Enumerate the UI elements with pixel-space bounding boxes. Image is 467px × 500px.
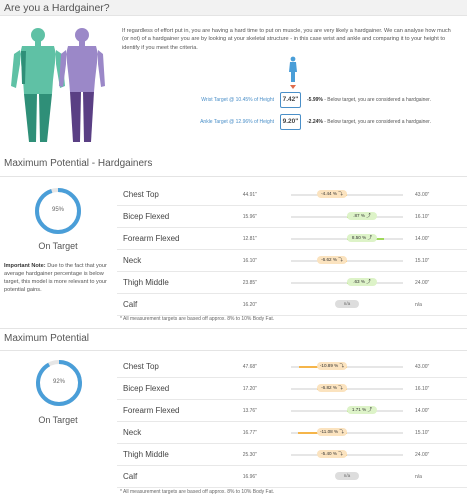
divider bbox=[0, 176, 467, 177]
measurement-row-calf: Calf 16.96" n/a n/a bbox=[117, 466, 467, 488]
measurement-name: Thigh Middle bbox=[123, 450, 169, 459]
measurement-row-forearm-flexed: Forearm Flexed 13.76" 1.71 % ⤴ 14.00" bbox=[117, 400, 467, 422]
difference-badge: -4.44 % ⤵ bbox=[317, 190, 347, 198]
hardgainer-measurements: Chest Top 44.91" -4.44 % ⤵ 43.00" Bicep Flex… bbox=[117, 184, 467, 316]
measurement-target: 16.10" bbox=[415, 386, 430, 392]
measurement-row-neck: Neck 16.10" -6.62 % ⤵ 15.10" bbox=[117, 250, 467, 272]
measurement-value: 17.20" bbox=[242, 386, 257, 392]
measurement-value: 16.77" bbox=[242, 430, 257, 436]
measurement-target: 15.10" bbox=[415, 430, 430, 436]
progress-track bbox=[291, 432, 403, 434]
max-potential-status: On Target bbox=[38, 415, 78, 425]
measurement-value: 47.68" bbox=[242, 364, 257, 370]
max-potential-donut-label: 92% bbox=[52, 379, 65, 385]
max-potential-donut: 92% bbox=[34, 358, 84, 408]
measurement-target: n/a bbox=[415, 302, 422, 308]
measurement-row-forearm-flexed: Forearm Flexed 12.81" 8.50 % ⤴ 14.00" bbox=[117, 228, 467, 250]
difference-badge: -11.08 % ⤵ bbox=[317, 428, 347, 436]
measurement-name: Thigh Middle bbox=[123, 278, 169, 287]
measurement-target: 14.00" bbox=[415, 236, 430, 242]
measurement-row-bicep-flexed: Bicep Flexed 17.20" -6.82 % ⤵ 16.10" bbox=[117, 378, 467, 400]
measurement-value: 12.81" bbox=[242, 236, 257, 242]
hardgainer-footnote: * All measurement targets are based off … bbox=[120, 316, 275, 322]
wrist-target-label: Wrist Target @ 10.45% of Height bbox=[201, 97, 274, 103]
difference-badge: .63 % ⤴ bbox=[347, 278, 377, 286]
measurement-target: 43.00" bbox=[415, 192, 430, 198]
measurement-row-chest-top: Chest Top 44.91" -4.44 % ⤵ 43.00" bbox=[117, 184, 467, 206]
measurement-value: 16.10" bbox=[242, 258, 257, 264]
measurement-row-neck: Neck 16.77" -11.08 % ⤵ 15.10" bbox=[117, 422, 467, 444]
measurement-target: 16.10" bbox=[415, 214, 430, 220]
max-potential-footnote: * All measurement targets are based off … bbox=[120, 489, 275, 495]
difference-badge: -6.62 % ⤵ bbox=[317, 256, 347, 264]
measurement-target: 15.10" bbox=[415, 258, 430, 264]
mini-body-icon bbox=[289, 56, 297, 89]
difference-badge: -6.82 % ⤵ bbox=[317, 384, 347, 392]
measurement-name: Chest Top bbox=[123, 190, 159, 199]
hardgainer-donut: 95% bbox=[33, 186, 83, 236]
measurement-value: 13.76" bbox=[242, 408, 257, 414]
wrist-target-row: Wrist Target @ 10.45% of Height 7.42" -5… bbox=[192, 92, 462, 108]
measurement-name: Chest Top bbox=[123, 362, 159, 371]
hardgainer-intro: If regardless of effort put in, you are … bbox=[122, 28, 451, 51]
ankle-target-row: Ankle Target @ 12.96% of Height 9.20" -2… bbox=[192, 114, 462, 130]
measurement-value: 16.20" bbox=[242, 302, 257, 308]
measurement-target: n/a bbox=[415, 474, 422, 480]
measurement-value: 25.30" bbox=[242, 452, 257, 458]
difference-badge: 8.50 % ⤴ bbox=[347, 234, 377, 242]
body-figures-illustration bbox=[11, 28, 105, 142]
measurement-name: Forearm Flexed bbox=[123, 406, 180, 415]
measurement-name: Neck bbox=[123, 428, 142, 437]
progress-track bbox=[291, 194, 403, 196]
max-potential-hardgainers-title: Maximum Potential - Hardgainers bbox=[4, 158, 153, 169]
measurement-target: 24.00" bbox=[415, 280, 430, 286]
measurement-name: Bicep Flexed bbox=[123, 212, 170, 221]
measurement-name: Calf bbox=[123, 300, 138, 309]
hardgainer-title: Are you a Hardgainer? bbox=[4, 2, 110, 14]
measurement-target: 24.00" bbox=[415, 452, 430, 458]
measurement-name: Forearm Flexed bbox=[123, 234, 180, 243]
measurement-name: Bicep Flexed bbox=[123, 384, 170, 393]
divider bbox=[0, 328, 467, 329]
measurement-value: 44.91" bbox=[242, 192, 257, 198]
measurement-target: 14.00" bbox=[415, 408, 430, 414]
important-note: Important Note: Due to the fact that you… bbox=[4, 263, 107, 293]
divider bbox=[0, 350, 467, 351]
measurement-name: Calf bbox=[123, 472, 138, 481]
ankle-target-label: Ankle Target @ 12.96% of Height bbox=[200, 119, 274, 125]
wrist-target-note: -5.99% - Below target, you are considere… bbox=[307, 97, 431, 103]
arrow-down-icon bbox=[290, 85, 296, 89]
difference-badge: 1.71 % ⤴ bbox=[347, 406, 377, 414]
measurement-value: 16.96" bbox=[242, 474, 257, 480]
max-potential-title: Maximum Potential bbox=[4, 333, 90, 344]
progress-track bbox=[291, 366, 403, 368]
measurement-row-chest-top: Chest Top 47.68" -10.89 % ⤵ 43.00" bbox=[117, 356, 467, 378]
difference-badge: n/a bbox=[335, 300, 359, 308]
hardgainer-donut-label: 95% bbox=[51, 207, 64, 213]
measurement-row-thigh-middle: Thigh Middle 25.30" -5.40 % ⤵ 24.00" bbox=[117, 444, 467, 466]
hardgainer-header: Are you a Hardgainer? bbox=[0, 0, 467, 16]
difference-badge: -5.40 % ⤵ bbox=[317, 450, 347, 458]
measurement-value: 23.85" bbox=[242, 280, 257, 286]
measurement-target: 43.00" bbox=[415, 364, 430, 370]
measurement-name: Neck bbox=[123, 256, 142, 265]
measurement-value: 15.96" bbox=[242, 214, 257, 220]
hardgainer-status: On Target bbox=[38, 241, 78, 251]
difference-badge: n/a bbox=[335, 472, 359, 480]
max-potential-measurements: Chest Top 47.68" -10.89 % ⤵ 43.00" Bicep Fle… bbox=[117, 356, 467, 488]
progress-track bbox=[291, 260, 403, 262]
progress-track bbox=[291, 454, 403, 456]
difference-badge: -10.89 % ⤵ bbox=[317, 362, 347, 370]
measurement-row-calf: Calf 16.20" n/a n/a bbox=[117, 294, 467, 316]
progress-track bbox=[291, 388, 403, 390]
measurement-row-bicep-flexed: Bicep Flexed 15.96" .87 % ⤴ 16.10" bbox=[117, 206, 467, 228]
ankle-target-value: 9.20" bbox=[280, 114, 301, 130]
measurement-row-thigh-middle: Thigh Middle 23.85" .63 % ⤴ 24.00" bbox=[117, 272, 467, 294]
ankle-target-note: -2.24% - Below target, you are considere… bbox=[307, 119, 431, 125]
wrist-target-value: 7.42" bbox=[280, 92, 301, 108]
difference-badge: .87 % ⤴ bbox=[347, 212, 377, 220]
